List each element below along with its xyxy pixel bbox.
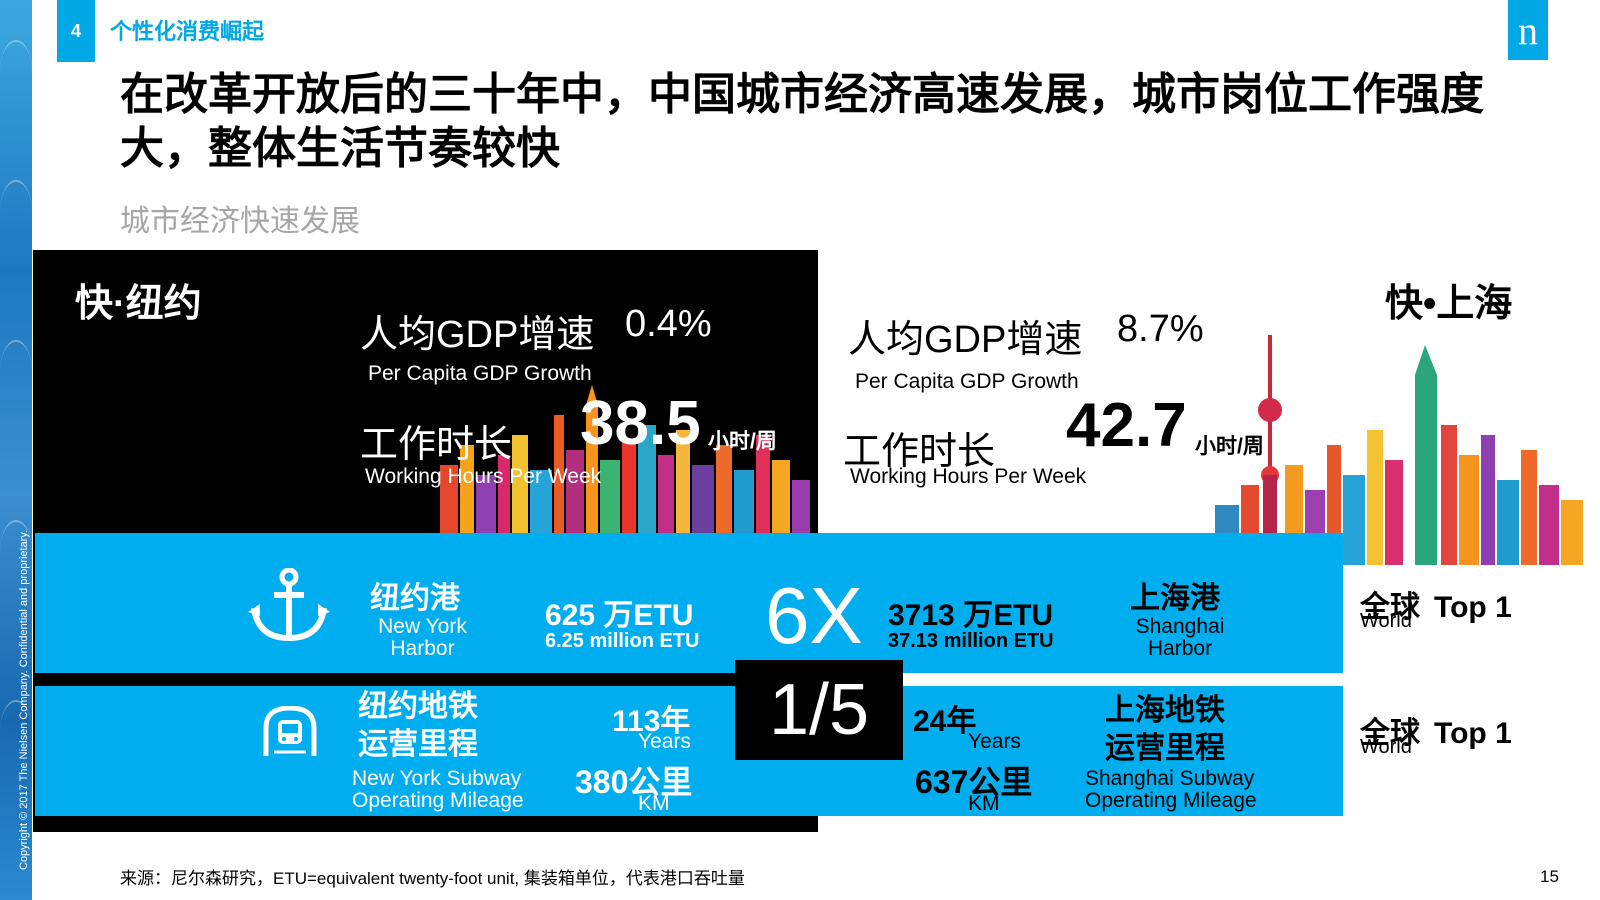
subway-comparison-band xyxy=(35,686,1343,816)
sh-subway-km: 637公里 xyxy=(915,764,1033,800)
sh-gdp-growth-label-cn: 人均GDP增速 xyxy=(848,319,1083,361)
strip-wave xyxy=(0,520,32,582)
ny-subway-years-en: Years xyxy=(638,730,691,753)
harbor-rank-value: Top 1 xyxy=(1434,591,1512,624)
harbor-world-rank: 全球 Top 1 World xyxy=(1360,582,1512,632)
subway-rank-cn: 全球 xyxy=(1360,717,1420,750)
subway-world-rank: 全球 Top 1 World xyxy=(1360,708,1512,758)
sh-subway-years: 24年 xyxy=(913,705,977,738)
sh-subway-label-en: Shanghai Subway Operating Mileage xyxy=(1085,768,1257,812)
nielsen-logo: n xyxy=(1508,0,1548,60)
slide-headline: 在改革开放后的三十年中，中国城市经济高速发展，城市岗位工作强度 大，整体生活节奏… xyxy=(120,68,1520,176)
sh-subway-years-en: Years xyxy=(968,730,1021,753)
headline-line-1: 在改革开放后的三十年中，中国城市经济高速发展，城市岗位工作强度 xyxy=(120,70,1484,119)
subway-ratio: 1/5 xyxy=(735,660,903,760)
page-number: 15 xyxy=(1540,867,1559,886)
sh-harbor-label-en: Shanghai Harbor xyxy=(1135,615,1225,660)
ny-subway-label-en-line-1: New York Subway xyxy=(352,767,522,790)
subway-rank-value: Top 1 xyxy=(1434,717,1512,750)
ny-gdp-growth-label-en: Per Capita GDP Growth xyxy=(368,362,592,385)
new-york-label: 快·纽约 xyxy=(75,283,202,325)
ny-working-hours-value: 38.5 xyxy=(580,389,701,458)
subway-rank-en: World xyxy=(1360,736,1412,758)
ny-working-hours-unit: 小时/周 xyxy=(708,430,777,453)
sh-harbor-label-cn: 上海港 xyxy=(1130,582,1220,615)
sh-working-hours-label-en: Working Hours Per Week xyxy=(850,465,1087,488)
sh-subway-label-line-1: 上海地铁 xyxy=(1105,694,1225,727)
sh-working-hours-label-cn: 工作时长 xyxy=(843,431,996,473)
harbor-rank-en: World xyxy=(1360,610,1412,632)
harbor-comparison-band xyxy=(35,533,1343,673)
slide-subheadline: 城市经济快速发展 xyxy=(120,205,360,238)
sh-subway-km-en: KM xyxy=(968,792,1000,815)
ny-subway-label-line-2: 运营里程 xyxy=(358,728,478,761)
sh-gdp-growth-value: 8.7% xyxy=(1117,308,1204,350)
harbor-ratio: 6X xyxy=(765,571,863,660)
ny-working-hours-label-en: Working Hours Per Week xyxy=(365,465,602,488)
sh-subway-label-line-2: 运营里程 xyxy=(1105,732,1225,765)
ny-subway-years: 113年 xyxy=(612,705,691,738)
ny-harbor-label-cn: 纽约港 xyxy=(370,582,460,615)
ny-harbor-label-en: New York Harbor xyxy=(378,615,467,660)
ny-subway-label-line-1: 纽约地铁 xyxy=(358,690,478,723)
ny-working-hours-label-cn: 工作时长 xyxy=(360,424,513,466)
new-york-skyline-illustration xyxy=(440,385,810,535)
sh-working-hours-unit: 小时/周 xyxy=(1195,435,1264,458)
sh-gdp-growth-label-en: Per Capita GDP Growth xyxy=(855,370,1079,393)
ny-subway-label-cn: 纽约地铁 运营里程 xyxy=(358,688,478,764)
ny-subway-label-en: New York Subway Operating Mileage xyxy=(352,768,524,812)
strip-wave xyxy=(0,700,32,762)
subway-train-icon xyxy=(263,706,317,756)
strip-wave xyxy=(0,340,32,402)
section-title: 个性化消费崛起 xyxy=(110,19,265,44)
source-note: 来源：尼尔森研究，ETU=equivalent twenty-foot unit… xyxy=(120,869,745,888)
ny-subway-km-en: KM xyxy=(638,792,670,815)
ny-harbor-value: 625 万ETU xyxy=(545,599,694,632)
band-divider xyxy=(35,673,735,686)
ny-gdp-growth-value: 0.4% xyxy=(625,303,712,345)
ny-subway-km: 380公里 xyxy=(575,764,693,800)
sh-subway-label-cn: 上海地铁 运营里程 xyxy=(1105,692,1225,768)
sh-harbor-value: 3713 万ETU xyxy=(888,599,1054,632)
ny-subway-label-en-line-2: Operating Mileage xyxy=(352,789,524,812)
section-number: 4 xyxy=(57,0,95,62)
ny-harbor-value-en: 6.25 million ETU xyxy=(545,630,700,652)
ny-gdp-growth-label-cn: 人均GDP增速 xyxy=(360,314,595,356)
sh-working-hours-value: 42.7 xyxy=(1066,391,1187,460)
sh-subway-label-en-line-2: Operating Mileage xyxy=(1085,789,1257,812)
anchor-icon xyxy=(248,568,330,642)
strip-wave xyxy=(0,40,32,102)
strip-wave xyxy=(0,180,32,242)
harbor-rank-cn: 全球 xyxy=(1360,591,1420,624)
left-decorative-strip xyxy=(0,0,32,900)
copyright-notice: Copyright © 2017 The Nielsen Company. Co… xyxy=(18,529,30,870)
headline-line-2: 大，整体生活节奏较快 xyxy=(120,124,560,173)
shanghai-label: 快•上海 xyxy=(1385,283,1513,325)
sh-subway-label-en-line-1: Shanghai Subway xyxy=(1085,767,1255,790)
sh-harbor-value-en: 37.13 million ETU xyxy=(888,630,1054,652)
